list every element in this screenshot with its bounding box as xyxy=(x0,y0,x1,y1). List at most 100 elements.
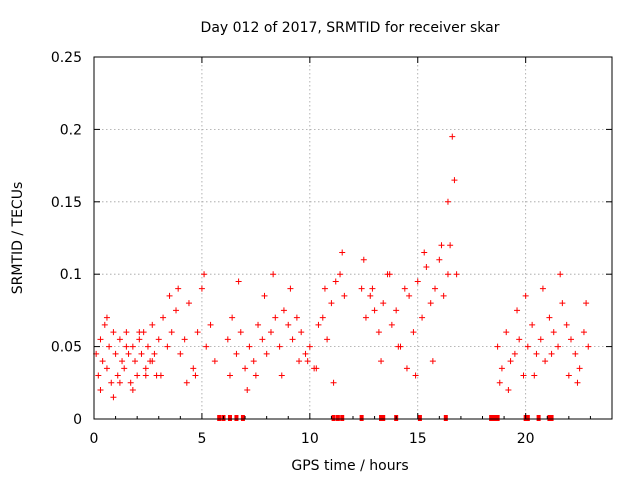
data-point xyxy=(496,379,503,386)
zero-value-marker xyxy=(443,415,448,421)
chart-title: Day 012 of 2017, SRMTID for receiver ska… xyxy=(201,20,500,36)
data-point xyxy=(304,358,311,365)
data-point xyxy=(185,300,192,307)
data-point xyxy=(127,379,134,386)
data-point xyxy=(132,358,139,365)
zero-value-marker xyxy=(340,415,345,421)
data-point xyxy=(580,329,587,336)
data-point xyxy=(572,350,579,357)
data-point xyxy=(494,343,501,350)
data-point xyxy=(440,292,447,299)
data-point xyxy=(263,350,270,357)
data-point xyxy=(546,314,553,321)
grid xyxy=(94,57,612,419)
data-point xyxy=(198,285,205,292)
data-point xyxy=(341,292,348,299)
data-point xyxy=(246,343,253,350)
data-points xyxy=(93,133,592,421)
data-point xyxy=(164,343,171,350)
zero-value-marker xyxy=(547,415,552,421)
data-point xyxy=(278,372,285,379)
data-point xyxy=(449,133,456,140)
data-point xyxy=(419,314,426,321)
zero-value-marker xyxy=(335,415,340,421)
data-point xyxy=(255,321,262,328)
data-point xyxy=(287,285,294,292)
data-point xyxy=(183,379,190,386)
data-point xyxy=(511,350,518,357)
data-point xyxy=(319,314,326,321)
data-point xyxy=(136,336,143,343)
data-point xyxy=(337,271,344,278)
data-point xyxy=(173,307,180,314)
data-point xyxy=(121,365,128,372)
data-point xyxy=(557,271,564,278)
y-axis-label: SRMTID / TECUs xyxy=(10,182,26,295)
data-point xyxy=(125,350,132,357)
data-point xyxy=(375,329,382,336)
zero-value-marker xyxy=(379,415,384,421)
data-point xyxy=(539,285,546,292)
data-point xyxy=(97,336,104,343)
data-point xyxy=(386,271,393,278)
data-point xyxy=(177,350,184,357)
zero-value-marker xyxy=(489,415,494,421)
data-point xyxy=(203,343,210,350)
data-point xyxy=(235,278,242,285)
zero-value-marker xyxy=(495,415,500,421)
data-point xyxy=(298,329,305,336)
y-tick-label: 0.15 xyxy=(51,195,82,211)
data-point xyxy=(123,329,130,336)
data-point xyxy=(332,278,339,285)
data-point xyxy=(406,292,413,299)
data-point xyxy=(151,350,158,357)
data-point xyxy=(533,350,540,357)
zero-value-marker xyxy=(417,415,422,421)
data-point xyxy=(498,365,505,372)
data-point xyxy=(505,387,512,394)
zero-value-marker xyxy=(525,415,530,421)
data-point xyxy=(119,358,126,365)
data-point xyxy=(360,256,367,263)
data-point xyxy=(444,198,451,205)
data-point xyxy=(237,329,244,336)
data-point xyxy=(367,292,374,299)
data-point xyxy=(276,343,283,350)
data-point xyxy=(272,314,279,321)
data-point xyxy=(302,350,309,357)
zero-value-marker xyxy=(549,415,554,421)
data-point xyxy=(313,365,320,372)
data-point xyxy=(328,300,335,307)
data-point xyxy=(244,387,251,394)
data-point xyxy=(201,271,208,278)
data-point xyxy=(401,285,408,292)
data-point xyxy=(134,372,141,379)
data-point xyxy=(280,307,287,314)
data-point xyxy=(378,358,385,365)
data-point xyxy=(559,300,566,307)
data-point xyxy=(388,321,395,328)
data-point xyxy=(155,336,162,343)
data-point xyxy=(116,336,123,343)
data-point xyxy=(567,336,574,343)
x-tick-label: 5 xyxy=(197,431,206,447)
data-point xyxy=(103,314,110,321)
data-point xyxy=(190,365,197,372)
data-point xyxy=(380,300,387,307)
data-point xyxy=(129,343,136,350)
data-point xyxy=(444,271,451,278)
data-point xyxy=(211,358,218,365)
data-point xyxy=(514,307,521,314)
data-point xyxy=(447,242,454,249)
data-point xyxy=(537,336,544,343)
data-point xyxy=(524,343,531,350)
data-point xyxy=(330,379,337,386)
zero-value-marker xyxy=(234,415,239,421)
data-point xyxy=(226,372,233,379)
data-point xyxy=(432,285,439,292)
data-point xyxy=(438,242,445,249)
data-point xyxy=(101,321,108,328)
data-point xyxy=(242,365,249,372)
data-point xyxy=(542,358,549,365)
data-point xyxy=(423,263,430,270)
